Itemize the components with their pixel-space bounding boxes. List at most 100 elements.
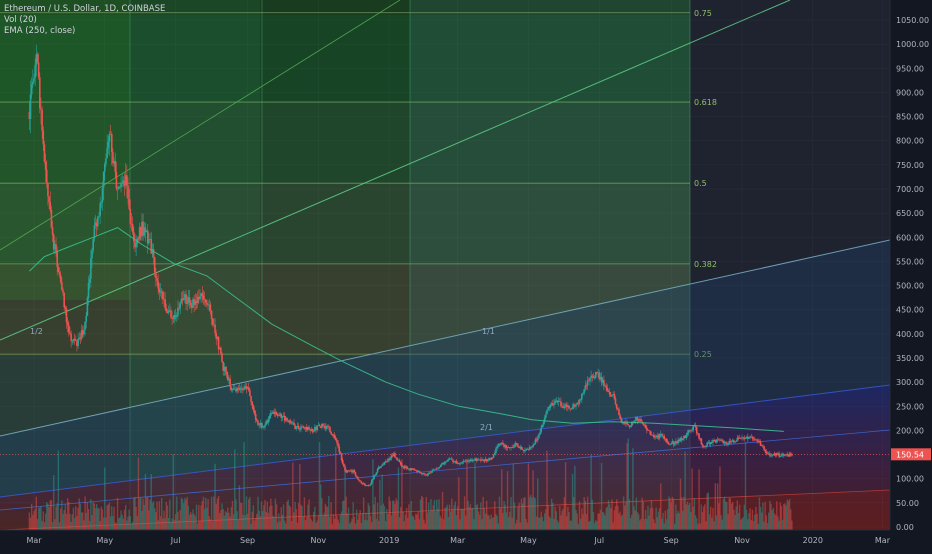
candle-body	[549, 404, 552, 408]
volume-bar	[581, 508, 583, 530]
candle-body	[690, 430, 692, 432]
volume-bar	[384, 521, 387, 530]
candle-body	[727, 443, 729, 445]
volume-bar	[634, 510, 636, 530]
volume-indicator-label[interactable]: Vol (20)	[4, 15, 37, 25]
candle-body	[449, 458, 452, 460]
volume-bar	[380, 505, 382, 530]
symbol-title[interactable]: Ethereum / U.S. Dollar, 1D, COINBASE	[4, 4, 166, 14]
candle-body	[574, 404, 576, 407]
y-tick-label: 250.00	[896, 402, 924, 411]
candle-body	[466, 460, 468, 462]
volume-bar	[297, 502, 300, 530]
candle-body	[170, 310, 172, 318]
fib-band	[0, 0, 130, 300]
candle-body	[572, 404, 575, 408]
volume-bar	[632, 448, 634, 530]
candle-body	[347, 470, 350, 472]
volume-bar	[180, 497, 183, 530]
candle-body	[774, 453, 777, 456]
candle-body	[179, 303, 182, 309]
ema-indicator-label[interactable]: EMA (250, close)	[4, 26, 76, 36]
volume-bar	[236, 511, 238, 530]
candle-body	[670, 443, 672, 445]
candle-body	[446, 460, 448, 462]
candle-body	[56, 251, 59, 267]
candle-body	[520, 446, 523, 450]
volume-bar	[34, 508, 36, 530]
candle-body	[258, 424, 260, 426]
volume-bar	[751, 509, 754, 530]
volume-bar	[286, 501, 288, 530]
candle-body	[240, 388, 243, 390]
volume-bar	[148, 510, 150, 530]
candle-body	[426, 474, 429, 476]
volume-bar	[402, 511, 404, 530]
candle-body	[37, 62, 40, 78]
volume-bar	[282, 504, 285, 530]
volume-bar	[537, 478, 539, 530]
volume-bar	[514, 523, 517, 530]
volume-bar	[597, 513, 599, 530]
volume-bar	[449, 511, 452, 530]
candle-body	[664, 438, 667, 440]
volume-bar	[343, 500, 345, 530]
volume-bar	[109, 516, 112, 530]
candle-body	[304, 427, 307, 429]
volume-bar	[730, 503, 733, 530]
candle-body	[522, 450, 525, 452]
volume-bar	[528, 496, 531, 530]
candle-body	[228, 378, 230, 381]
candle-body	[488, 458, 490, 461]
candle-body	[683, 435, 685, 439]
volume-bar	[307, 504, 309, 530]
volume-bar	[523, 497, 525, 530]
candle-body	[433, 469, 436, 471]
volume-bar	[37, 507, 40, 530]
fib-band	[130, 0, 260, 530]
volume-bar	[195, 504, 198, 530]
candle-body	[772, 453, 775, 456]
volume-bar	[650, 500, 653, 530]
candle-body	[601, 379, 604, 383]
candle-body	[43, 144, 46, 162]
candle-body	[625, 421, 627, 424]
candle-body	[752, 438, 755, 440]
volume-bar	[391, 500, 394, 530]
volume-bar	[97, 508, 99, 530]
volume-bar	[786, 499, 788, 530]
fan-line	[0, 0, 401, 251]
candle-body	[518, 446, 520, 448]
candle-body	[627, 424, 630, 426]
candle-body	[123, 180, 126, 186]
volume-bar	[452, 509, 454, 530]
candle-body	[709, 442, 712, 445]
candle-body	[324, 426, 327, 429]
candle-body	[274, 412, 277, 414]
candle-body	[567, 405, 569, 408]
volume-bar	[454, 501, 457, 530]
volume-bar	[613, 510, 616, 530]
volume-bar	[617, 505, 619, 530]
volume-bar	[209, 519, 212, 530]
volume-bar	[294, 501, 296, 530]
candle-body	[376, 468, 379, 473]
volume-bar	[700, 504, 703, 530]
volume-bar	[156, 501, 158, 530]
candle-body	[381, 464, 383, 467]
candle-body	[716, 439, 719, 441]
candle-body	[165, 308, 168, 312]
volume-bar	[144, 473, 147, 530]
candle-body	[196, 296, 199, 304]
volume-bar	[508, 517, 510, 530]
candle-body	[661, 434, 663, 437]
volume-bar	[610, 508, 612, 530]
volume-bar	[487, 514, 489, 530]
volume-bar	[525, 518, 527, 530]
candle-body	[521, 449, 524, 451]
candle-body	[491, 457, 494, 459]
volume-bar	[791, 520, 793, 530]
volume-bar	[453, 505, 455, 530]
